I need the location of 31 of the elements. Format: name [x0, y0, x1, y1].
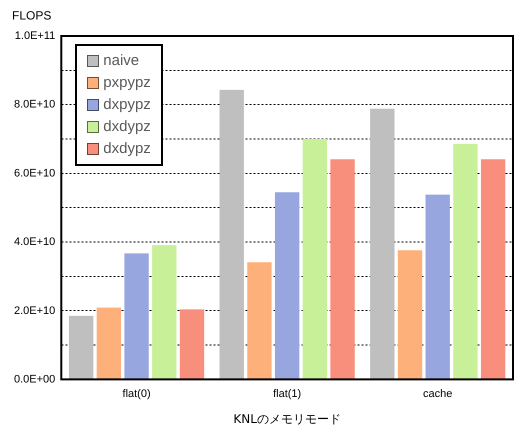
bar: [370, 108, 394, 379]
bar: [180, 309, 204, 379]
bar: [302, 139, 328, 379]
bar: [96, 308, 122, 379]
bar: [453, 144, 478, 379]
bar: [480, 159, 506, 379]
legend-label: dxdypz: [103, 139, 151, 159]
bar: [124, 253, 149, 379]
y-tick-label: 6.0E+10: [14, 167, 56, 180]
bar: [398, 250, 422, 379]
bar: [330, 159, 355, 379]
bar: [220, 90, 244, 379]
legend-label: naive: [103, 51, 140, 71]
bar: [68, 316, 94, 379]
x-tick-label: flat(0): [122, 388, 151, 400]
legend-label: dxpypz: [103, 95, 151, 115]
y-axis-title: FLOPS: [12, 8, 52, 22]
legend-label: dxdypz: [103, 117, 151, 137]
bar: [247, 262, 272, 379]
y-tick-label: 4.0E+10: [14, 236, 56, 248]
bar: [152, 245, 176, 379]
y-tick-label: 8.0E+10: [14, 98, 56, 111]
x-tick-label: cache: [423, 388, 452, 400]
y-tick-label: 1.0E+11: [14, 30, 56, 42]
bar: [274, 192, 300, 379]
legend-label: pxpypz: [103, 73, 151, 93]
x-tick-label: flat(1): [273, 388, 302, 400]
bar: [426, 194, 450, 379]
y-tick-label: 2.0E+10: [14, 304, 56, 317]
x-axis-title: KNLのメモリモード: [233, 412, 341, 426]
y-tick-label: 0.0E+00: [14, 373, 56, 386]
